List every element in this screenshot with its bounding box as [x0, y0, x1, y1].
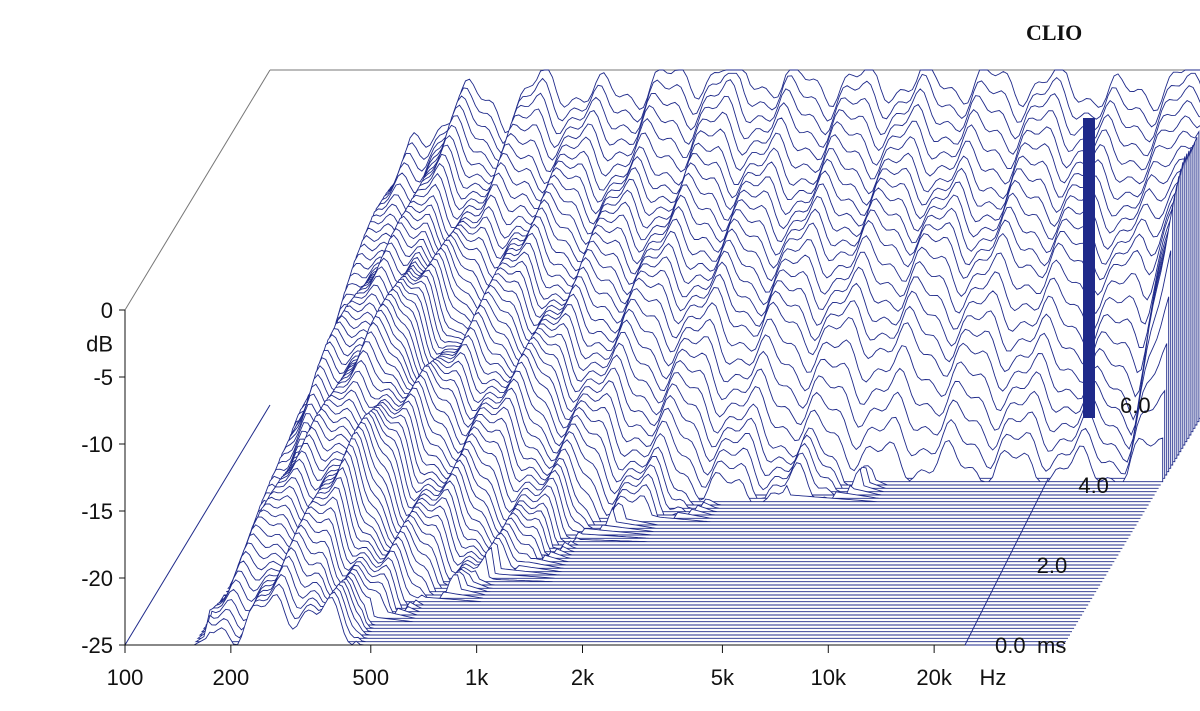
y-tick-label-5: -25: [81, 633, 113, 658]
slice-8-0: [241, 412, 1113, 566]
slice-7-5: [243, 410, 1115, 563]
side-bar: [1083, 118, 1095, 418]
waterfall-slices: [192, 69, 1200, 646]
z-tick-label-2: 4.0: [1078, 473, 1109, 498]
clio-logo: CLIO: [1026, 20, 1082, 45]
x-tick-label-2: 500: [352, 665, 389, 690]
y-tick-label-0: 0: [101, 298, 113, 323]
y-tick-label-2: -10: [81, 432, 113, 457]
x-tick-label-7: 20k: [916, 665, 952, 690]
y-tick-label-3: -15: [81, 499, 113, 524]
frame-edge-floor: [124, 404, 271, 646]
x-tick-label-6: 10k: [811, 665, 847, 690]
x-axis: 100 200 500 1k 2k 5k 10k 20k Hz: [107, 644, 1007, 690]
time-axis: 0.0 2.0 4.0 6.0 ms: [995, 118, 1151, 658]
z-tick-label-3: 6.0: [1120, 393, 1151, 418]
z-tick-label-1: 2.0: [1037, 553, 1068, 578]
frame-edge-top-left: [124, 69, 271, 311]
y-tick-label-1: -5: [93, 365, 113, 390]
x-tick-label-1: 200: [212, 665, 249, 690]
z-tick-label-0: 0.0: [995, 633, 1026, 658]
x-tick-label-5: 5k: [711, 665, 735, 690]
x-tick-label-0: 100: [107, 665, 144, 690]
y-axis: 0 -5 -10 -15 -20 -25 dB: [81, 298, 126, 658]
x-tick-label-3: 1k: [465, 665, 489, 690]
y-tick-label-4: -20: [81, 566, 113, 591]
z-axis-title: ms: [1037, 633, 1066, 658]
x-tick-label-4: 2k: [571, 665, 595, 690]
y-axis-title: dB: [86, 332, 113, 357]
x-axis-title: Hz: [980, 665, 1007, 690]
